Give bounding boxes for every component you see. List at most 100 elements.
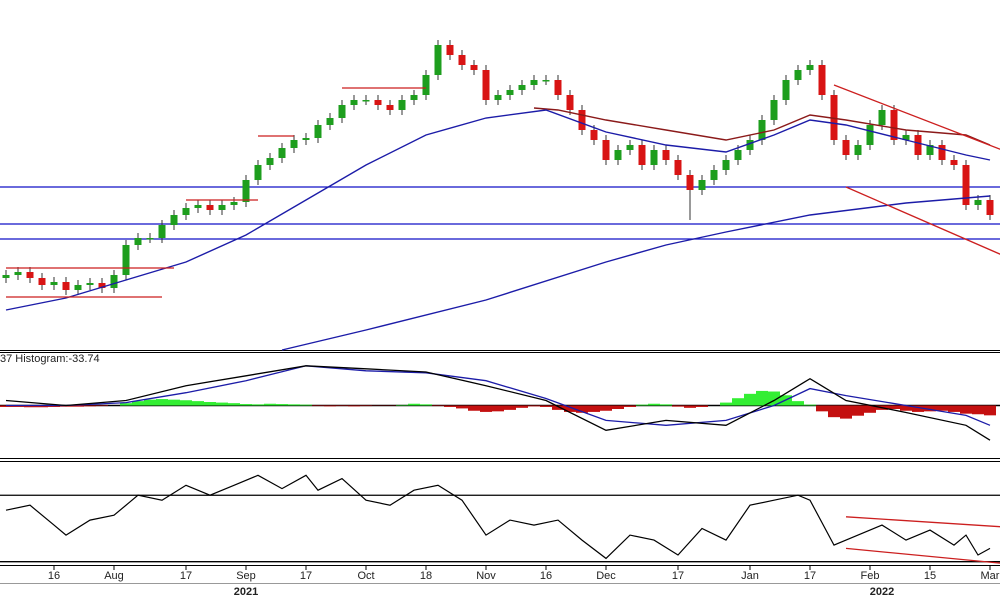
candle-body bbox=[734, 150, 742, 160]
histogram-bar bbox=[396, 404, 408, 406]
candle-body bbox=[746, 140, 754, 150]
histogram-bar bbox=[288, 404, 300, 406]
candle-body bbox=[662, 150, 670, 160]
candle-body bbox=[230, 202, 238, 205]
candle-body bbox=[854, 145, 862, 155]
histogram-bar bbox=[888, 405, 900, 409]
x-tick-label: Oct bbox=[357, 570, 374, 582]
candle-body bbox=[554, 80, 562, 95]
histogram-bar bbox=[840, 405, 852, 419]
candle-body bbox=[2, 275, 10, 278]
candle-body bbox=[770, 100, 778, 120]
candle-body bbox=[506, 90, 514, 95]
candle-body bbox=[254, 165, 262, 180]
candle-body bbox=[362, 100, 370, 102]
candle-body bbox=[314, 125, 322, 138]
macd-line bbox=[5, 365, 991, 441]
histogram-bar bbox=[456, 405, 468, 409]
candle-body bbox=[698, 180, 706, 190]
histogram-bar bbox=[648, 403, 660, 406]
candle-body bbox=[614, 150, 622, 160]
candle-body bbox=[122, 245, 130, 275]
moving-average bbox=[533, 107, 991, 146]
candle-body bbox=[650, 150, 658, 165]
histogram-bar bbox=[240, 404, 252, 406]
candle-body bbox=[374, 100, 382, 105]
candle-body bbox=[722, 160, 730, 170]
histogram-bar bbox=[504, 405, 516, 410]
histogram-bar bbox=[252, 404, 264, 406]
histogram-bar bbox=[744, 393, 756, 406]
candle-body bbox=[974, 200, 982, 205]
candle-body bbox=[602, 140, 610, 160]
histogram-bar bbox=[540, 405, 552, 407]
histogram-bar bbox=[0, 405, 12, 407]
candle-body bbox=[542, 80, 550, 82]
candle-body bbox=[866, 125, 874, 145]
candle-body bbox=[326, 118, 334, 125]
histogram-bar bbox=[276, 404, 288, 406]
histogram-bar bbox=[792, 401, 804, 406]
candle-body bbox=[626, 145, 634, 150]
histogram-bar bbox=[984, 405, 996, 416]
histogram-bar bbox=[12, 405, 24, 407]
histogram-bar bbox=[900, 405, 912, 411]
trend-line bbox=[845, 516, 1000, 528]
x-tick-label: Sep bbox=[236, 570, 256, 582]
candle-body bbox=[62, 282, 70, 290]
histogram-bar bbox=[480, 405, 492, 412]
candle-body bbox=[434, 45, 442, 75]
histogram-bar bbox=[168, 399, 180, 406]
histogram-bar bbox=[420, 404, 432, 406]
histogram-bar bbox=[156, 399, 168, 406]
candle-body bbox=[806, 65, 814, 70]
candle-body bbox=[758, 120, 766, 140]
candle-body bbox=[590, 130, 598, 140]
histogram-bar bbox=[864, 405, 876, 413]
histogram-bar bbox=[300, 404, 312, 406]
histogram-bar bbox=[972, 405, 984, 415]
histogram-bar bbox=[360, 405, 372, 407]
candle-body bbox=[242, 180, 250, 202]
rsi-line bbox=[5, 474, 991, 560]
trend-line bbox=[845, 547, 1000, 564]
candle-body bbox=[530, 80, 538, 85]
candle-body bbox=[482, 70, 490, 100]
candle-body bbox=[878, 110, 886, 125]
candle-body bbox=[578, 110, 586, 130]
candle-body bbox=[158, 225, 166, 238]
candle-body bbox=[470, 65, 478, 70]
histogram-bar bbox=[684, 405, 696, 408]
histogram-bar bbox=[144, 399, 156, 406]
histogram-bar bbox=[756, 390, 768, 406]
histogram-bar bbox=[636, 404, 648, 406]
histogram-bar bbox=[576, 405, 588, 413]
x-tick-label: 15 bbox=[924, 570, 936, 582]
candle-body bbox=[926, 145, 934, 155]
histogram-bar bbox=[624, 405, 636, 407]
histogram-bar bbox=[72, 405, 84, 407]
candle-body bbox=[38, 278, 46, 285]
histogram-bar bbox=[444, 405, 456, 407]
histogram-bar bbox=[552, 405, 564, 410]
candle-body bbox=[338, 105, 346, 118]
candle-body bbox=[50, 282, 58, 285]
histogram-bar bbox=[120, 403, 132, 406]
histogram-bar bbox=[516, 405, 528, 408]
candle-body bbox=[386, 105, 394, 110]
candle-body bbox=[962, 165, 970, 205]
candle-body bbox=[398, 100, 406, 110]
histogram-bar bbox=[720, 402, 732, 406]
histogram-bar bbox=[816, 405, 828, 412]
candle-body bbox=[278, 148, 286, 158]
candle-body bbox=[206, 205, 214, 210]
candle-body bbox=[890, 110, 898, 140]
histogram-bar bbox=[948, 405, 960, 412]
candle-body bbox=[182, 208, 190, 215]
x-tick-label: 16 bbox=[48, 570, 60, 582]
x-tick-label: 17 bbox=[804, 570, 816, 582]
candle-body bbox=[686, 175, 694, 190]
histogram-bar bbox=[588, 405, 600, 412]
candle-body bbox=[842, 140, 850, 155]
